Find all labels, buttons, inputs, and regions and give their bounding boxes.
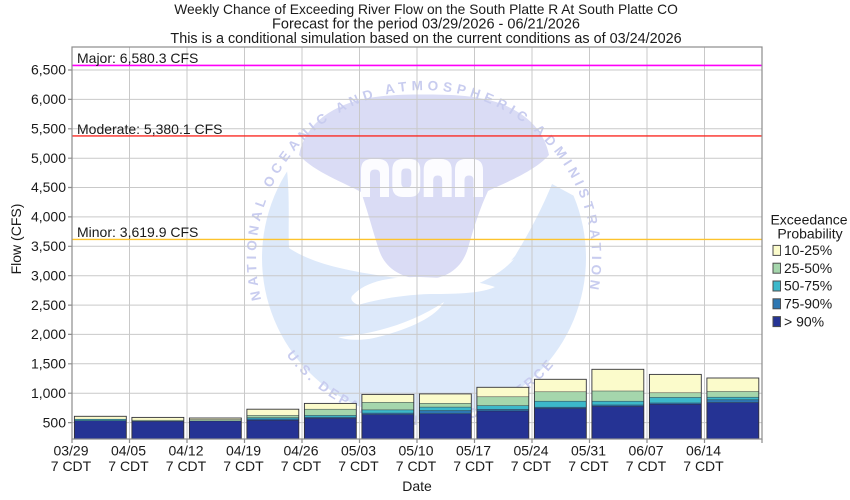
svg-text:1,000: 1,000: [31, 385, 66, 401]
svg-text:Exceedance: Exceedance: [770, 212, 847, 228]
svg-text:05/03: 05/03: [341, 443, 376, 459]
svg-text:5,500: 5,500: [31, 121, 66, 137]
svg-text:03/29: 03/29: [53, 443, 88, 459]
svg-text:This is a conditional simulati: This is a conditional simulation based o…: [170, 31, 681, 47]
svg-text:50-75%: 50-75%: [784, 278, 832, 294]
svg-text:6,000: 6,000: [31, 91, 66, 107]
svg-text:7 CDT: 7 CDT: [453, 458, 494, 474]
svg-text:Flow (CFS): Flow (CFS): [8, 204, 24, 275]
svg-text:7 CDT: 7 CDT: [683, 458, 724, 474]
svg-text:75-90%: 75-90%: [784, 296, 832, 312]
svg-text:04/05: 04/05: [111, 443, 146, 459]
svg-text:04/12: 04/12: [168, 443, 203, 459]
svg-text:Minor: 3,619.9 CFS: Minor: 3,619.9 CFS: [77, 224, 198, 240]
svg-text:Weekly Chance of Exceeding Riv: Weekly Chance of Exceeding River Flow on…: [174, 2, 678, 17]
svg-text:7 CDT: 7 CDT: [51, 458, 92, 474]
svg-text:> 90%: > 90%: [784, 313, 824, 329]
svg-text:6,500: 6,500: [31, 62, 66, 78]
svg-text:7 CDT: 7 CDT: [511, 458, 552, 474]
svg-text:06/14: 06/14: [686, 443, 721, 459]
svg-text:7 CDT: 7 CDT: [568, 458, 609, 474]
svg-text:7 CDT: 7 CDT: [396, 458, 437, 474]
svg-text:7 CDT: 7 CDT: [338, 458, 379, 474]
svg-text:7 CDT: 7 CDT: [108, 458, 149, 474]
svg-text:10-25%: 10-25%: [784, 242, 832, 258]
svg-text:2,500: 2,500: [31, 297, 66, 313]
svg-text:7 CDT: 7 CDT: [626, 458, 667, 474]
svg-text:05/24: 05/24: [513, 443, 548, 459]
svg-text:7 CDT: 7 CDT: [281, 458, 322, 474]
svg-text:7 CDT: 7 CDT: [166, 458, 207, 474]
svg-text:04/19: 04/19: [226, 443, 261, 459]
svg-text:3,500: 3,500: [31, 238, 66, 254]
svg-text:5,000: 5,000: [31, 150, 66, 166]
svg-text:Date: Date: [402, 478, 432, 494]
svg-text:06/07: 06/07: [628, 443, 663, 459]
svg-text:Moderate: 5,380.1 CFS: Moderate: 5,380.1 CFS: [77, 121, 223, 137]
svg-text:05/10: 05/10: [398, 443, 433, 459]
svg-text:1,500: 1,500: [31, 356, 66, 372]
svg-text:Probability: Probability: [777, 226, 842, 242]
svg-text:25-50%: 25-50%: [784, 260, 832, 276]
svg-text:05/31: 05/31: [571, 443, 606, 459]
svg-text:500: 500: [43, 414, 67, 430]
svg-text:Forecast for the period 03/29/: Forecast for the period 03/29/2026 - 06/…: [272, 17, 580, 33]
svg-text:04/26: 04/26: [283, 443, 318, 459]
svg-text:3,000: 3,000: [31, 267, 66, 283]
svg-text:05/17: 05/17: [456, 443, 491, 459]
svg-text:2,000: 2,000: [31, 326, 66, 342]
svg-text:7 CDT: 7 CDT: [223, 458, 264, 474]
svg-text:4,500: 4,500: [31, 179, 66, 195]
svg-text:4,000: 4,000: [31, 209, 66, 225]
svg-text:Major: 6,580.3 CFS: Major: 6,580.3 CFS: [77, 50, 198, 66]
